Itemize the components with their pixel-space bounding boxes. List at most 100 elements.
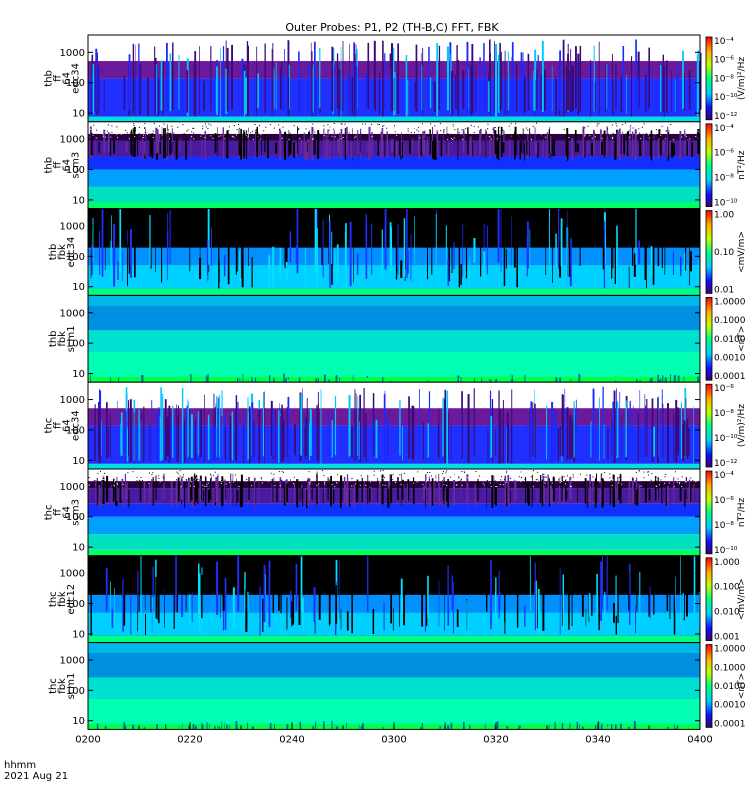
streak	[607, 724, 609, 730]
streak	[392, 75, 395, 110]
noise-dot	[565, 483, 566, 485]
streak	[399, 559, 400, 627]
noise-dot	[324, 482, 326, 484]
noise-dot	[269, 137, 271, 139]
colorbar-tick-label: 10⁻⁴	[714, 471, 734, 481]
noise-dot	[581, 479, 583, 481]
noise-dot	[314, 131, 316, 133]
streak	[321, 378, 323, 383]
noise-dot	[692, 123, 694, 125]
noise-dot	[382, 469, 384, 471]
streak	[559, 210, 561, 278]
streak	[307, 62, 310, 113]
noise-dot	[255, 132, 256, 134]
streak	[98, 409, 101, 463]
noise-dot	[498, 484, 500, 486]
streak	[674, 79, 676, 112]
streak	[379, 482, 381, 503]
streak	[473, 727, 475, 730]
streak	[313, 135, 315, 155]
noise-dot	[635, 471, 637, 473]
streak	[561, 394, 563, 457]
noise-dot	[133, 123, 135, 125]
streak	[579, 208, 581, 266]
noise-dot	[144, 126, 146, 128]
streak	[650, 246, 653, 278]
streak	[536, 580, 538, 629]
noise-dot	[316, 471, 318, 473]
streak	[589, 593, 591, 618]
streak	[435, 137, 437, 161]
noise-dot	[655, 124, 657, 126]
streak	[479, 57, 481, 116]
y-tick-label: 10	[72, 543, 85, 554]
streak	[221, 476, 224, 507]
noise-dot	[454, 483, 456, 485]
noise-dot	[456, 484, 458, 486]
noise-dot	[491, 138, 493, 140]
noise-dot	[388, 135, 389, 137]
noise-dot	[473, 132, 475, 133]
colorbar-unit-label: <nT>	[737, 673, 747, 699]
noise-dot	[632, 127, 634, 129]
noise-dot	[443, 471, 444, 473]
streak	[125, 725, 127, 730]
noise-dot	[499, 134, 501, 136]
noise-dot	[455, 484, 457, 486]
streak	[201, 138, 203, 161]
streak	[287, 379, 290, 383]
streak	[205, 375, 207, 383]
noise-dot	[373, 480, 375, 482]
streak	[103, 79, 105, 114]
noise-dot	[419, 127, 421, 129]
streak	[243, 412, 245, 464]
streak	[132, 724, 135, 730]
noise-dot	[483, 131, 485, 133]
streak	[339, 377, 340, 383]
noise-dot	[153, 135, 155, 137]
streak	[199, 573, 201, 633]
streak	[114, 481, 117, 506]
noise-dot	[397, 124, 399, 126]
noise-dot	[140, 477, 142, 478]
noise-dot	[694, 135, 696, 137]
panel-label-line: scm3	[71, 499, 82, 526]
streak	[513, 727, 515, 730]
streak	[443, 398, 445, 460]
noise-dot	[566, 481, 568, 483]
streak	[617, 477, 619, 503]
streak	[439, 482, 441, 507]
noise-dot	[210, 135, 212, 137]
noise-dot	[595, 477, 597, 479]
streak	[283, 485, 286, 506]
streak	[134, 82, 135, 110]
streak	[627, 131, 629, 156]
streak	[455, 74, 456, 109]
noise-dot	[257, 132, 259, 134]
streak	[355, 393, 357, 460]
y-tick-label: 10	[72, 629, 85, 640]
streak	[662, 403, 664, 459]
streak	[226, 724, 228, 730]
streak	[158, 134, 160, 154]
streak	[123, 76, 126, 110]
noise-dot	[316, 485, 318, 487]
streak	[317, 130, 320, 159]
noise-dot	[396, 125, 398, 127]
streak	[385, 208, 387, 263]
noise-dot	[351, 485, 353, 487]
streak	[500, 208, 502, 272]
streak	[374, 82, 376, 112]
noise-dot	[158, 125, 160, 127]
streak	[219, 260, 220, 283]
noise-dot	[307, 483, 309, 485]
streak	[240, 128, 242, 160]
noise-dot	[334, 486, 336, 488]
streak	[657, 489, 659, 500]
streak	[598, 567, 600, 631]
noise-dot	[399, 122, 401, 124]
noise-dot	[486, 480, 488, 481]
streak	[424, 599, 426, 632]
noise-dot	[452, 483, 454, 485]
streak	[98, 485, 101, 508]
